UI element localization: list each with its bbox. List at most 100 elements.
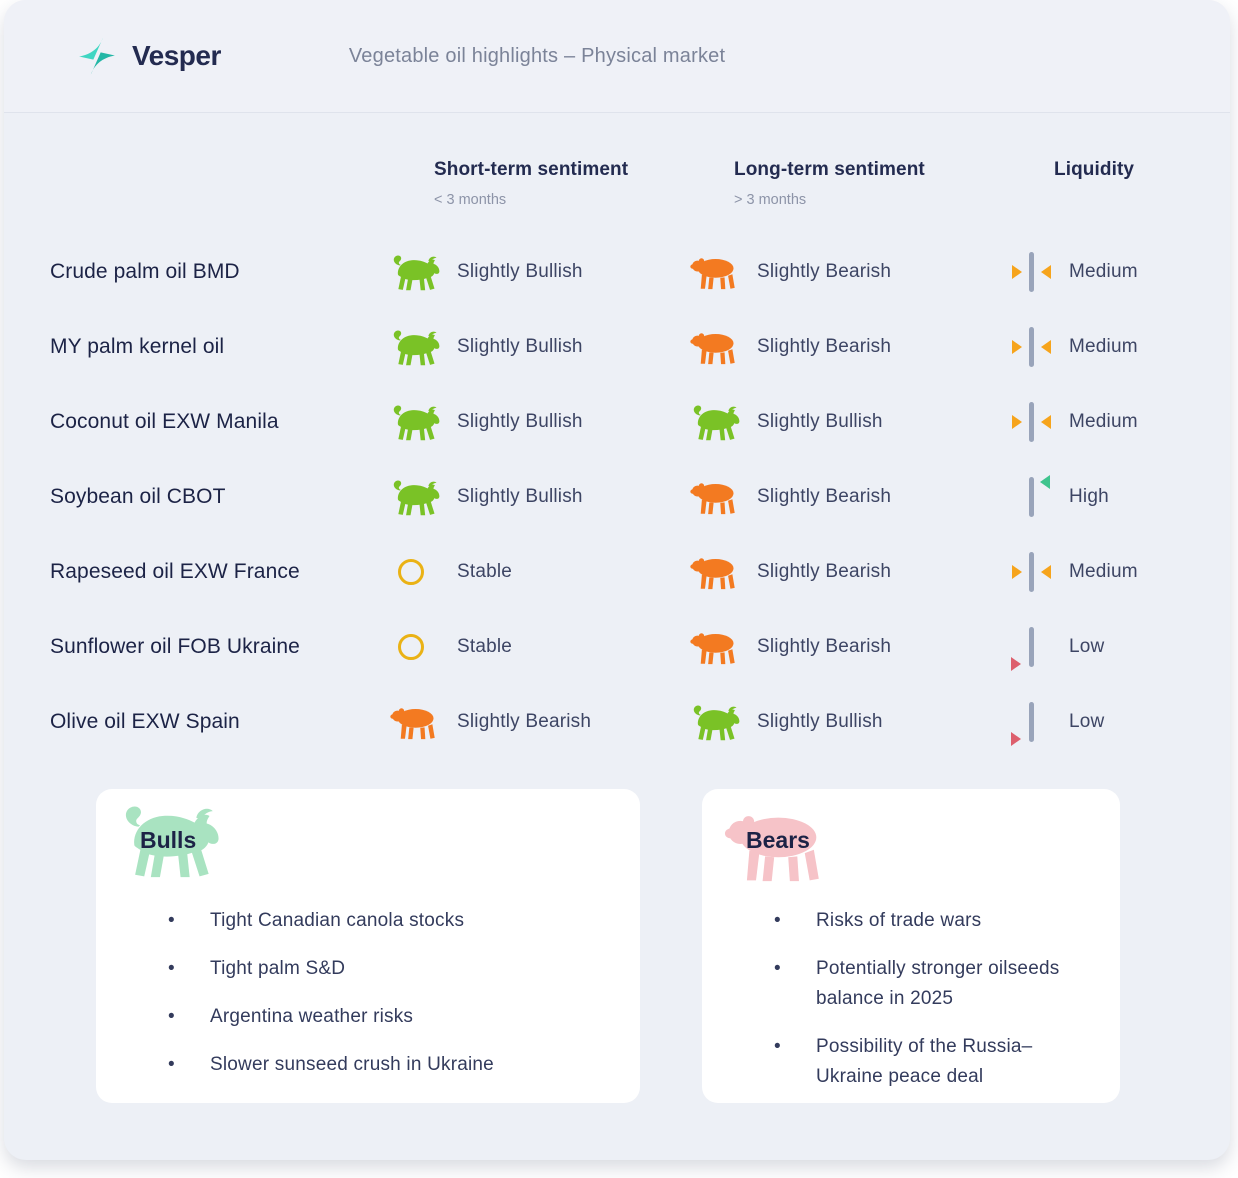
table-header-spacer <box>50 159 389 208</box>
liquidity-cell: Low <box>1009 624 1180 671</box>
sentiment-label: Slightly Bearish <box>457 710 592 732</box>
sentiment-label: Slightly Bearish <box>757 260 892 282</box>
commodity-name: Crude palm oil BMD <box>50 259 240 283</box>
table-body: Crude palm oil BMD Slightly Bullish Slig… <box>50 234 1180 759</box>
list-item: Tight palm S&D <box>166 954 606 984</box>
long-term-sentiment-cell: Slightly Bearish <box>689 625 1009 669</box>
commodity-name: Rapeseed oil EXW France <box>50 559 300 583</box>
liquidity-triangle-right-icon <box>1012 564 1022 579</box>
liquidity-triangle-left-icon <box>1040 474 1050 489</box>
liquidity-label: Low <box>1069 710 1105 732</box>
liquidity-triangle-left-icon <box>1041 264 1051 279</box>
short-term-sentiment-cell: Stable <box>389 550 689 594</box>
liquidity-bar-icon <box>1029 401 1034 442</box>
commodity-name: Olive oil EXW Spain <box>50 709 240 733</box>
long-term-sentiment-cell: Slightly Bullish <box>689 400 1009 444</box>
liquidity-triangle-right-icon <box>1011 731 1021 746</box>
brand-name: Vesper <box>132 40 221 71</box>
liquidity-triangle-right-icon <box>1011 656 1021 671</box>
bulls-title: Bulls <box>140 827 197 853</box>
bears-list: Risks of trade wars Potentially stronger … <box>772 906 1090 1092</box>
sentiment-label: Slightly Bearish <box>757 485 892 507</box>
column-header-liquidity: Liquidity <box>1009 159 1180 208</box>
commodity-name: Sunflower oil FOB Ukraine <box>50 634 300 658</box>
liquidity-triangle-right-icon <box>1012 264 1022 279</box>
liquidity-indicator-icon <box>1009 249 1055 295</box>
table-row: Olive oil EXW Spain Slightly Bearish Sli… <box>50 684 1180 759</box>
table-row: Sunflower oil FOB Ukraine Stable Slightl… <box>50 609 1180 684</box>
list-item: Possibility of the Russia–Ukraine peace … <box>772 1032 1090 1092</box>
commodity-name: Soybean oil CBOT <box>50 484 226 508</box>
vesper-report-card: Vesper Vegetable oil highlights – Physic… <box>4 0 1230 1160</box>
short-term-sentiment-cell: Slightly Bearish <box>389 700 689 744</box>
liquidity-bar-icon <box>1029 251 1034 292</box>
table-header-row: Short-term sentiment < 3 months Long-ter… <box>50 159 1180 208</box>
liquidity-indicator-icon <box>1009 324 1055 370</box>
bear-icon <box>689 250 743 294</box>
long-term-sentiment-cell: Slightly Bearish <box>689 325 1009 369</box>
stable-ring-icon <box>398 633 424 660</box>
liquidity-indicator-icon <box>1009 699 1055 746</box>
stable-icon <box>389 625 443 669</box>
liquidity-label: High <box>1069 485 1109 507</box>
bear-icon <box>689 550 743 594</box>
bull-icon <box>689 700 743 744</box>
commodity-name: Coconut oil EXW Manila <box>50 409 279 433</box>
sentiment-label: Slightly Bullish <box>457 335 583 357</box>
liquidity-label: Medium <box>1069 260 1138 282</box>
table-row: Rapeseed oil EXW France Stable Slightly … <box>50 534 1180 609</box>
stable-ring-icon <box>398 558 424 585</box>
sentiment-label: Slightly Bullish <box>457 485 583 507</box>
liquidity-triangle-left-icon <box>1041 339 1051 354</box>
liquidity-cell: Medium <box>1009 549 1180 595</box>
sentiment-label: Stable <box>457 560 513 582</box>
column-sublabel: < 3 months <box>434 192 507 208</box>
short-term-sentiment-cell: Stable <box>389 625 689 669</box>
bulls-list: Tight Canadian canola stocks Tight palm S… <box>166 906 610 1080</box>
long-term-sentiment-cell: Slightly Bearish <box>689 475 1009 519</box>
liquidity-triangle-right-icon <box>1012 414 1022 429</box>
long-term-sentiment-cell: Slightly Bearish <box>689 550 1009 594</box>
column-sublabel: > 3 months <box>734 192 807 208</box>
sentiment-label: Slightly Bullish <box>457 260 583 282</box>
liquidity-label: Medium <box>1069 560 1138 582</box>
bear-icon <box>689 325 743 369</box>
table-row: Soybean oil CBOT Slightly Bullish Slight… <box>50 459 1180 534</box>
sentiment-label: Slightly Bearish <box>757 635 892 657</box>
bear-icon <box>689 625 743 669</box>
sentiment-label: Slightly Bearish <box>757 560 892 582</box>
liquidity-bar-icon <box>1029 326 1034 367</box>
list-item: Tight Canadian canola stocks <box>166 906 606 936</box>
sentiment-table: Short-term sentiment < 3 months Long-ter… <box>4 159 1230 1103</box>
liquidity-label: Medium <box>1069 335 1138 357</box>
table-row: MY palm kernel oil Slightly Bullish Slig… <box>50 309 1180 384</box>
long-term-sentiment-cell: Slightly Bearish <box>689 250 1009 294</box>
bear-icon <box>389 700 443 744</box>
bull-icon <box>389 475 443 519</box>
page-title: Vegetable oil highlights – Physical mark… <box>348 44 726 67</box>
liquidity-label: Low <box>1069 635 1105 657</box>
summary-cards: Bulls Tight Canadian canola stocksTight … <box>96 789 1120 1103</box>
liquidity-cell: Low <box>1009 699 1180 746</box>
sentiment-label: Stable <box>457 635 513 657</box>
vesper-logo-icon <box>79 37 115 75</box>
short-term-sentiment-cell: Slightly Bullish <box>389 400 689 444</box>
liquidity-bar-icon <box>1029 701 1034 742</box>
liquidity-label: Medium <box>1069 410 1138 432</box>
liquidity-cell: High <box>1009 474 1180 520</box>
table-row: Coconut oil EXW Manila Slightly Bullish … <box>50 384 1180 459</box>
liquidity-triangle-left-icon <box>1041 414 1051 429</box>
liquidity-indicator-icon <box>1009 399 1055 445</box>
sentiment-label: Slightly Bullish <box>757 710 883 732</box>
liquidity-triangle-right-icon <box>1012 339 1022 354</box>
list-item: Slower sunseed crush in Ukraine <box>166 1050 606 1080</box>
liquidity-cell: Medium <box>1009 399 1180 445</box>
bear-icon <box>689 475 743 519</box>
column-label: Long-term sentiment <box>734 159 925 180</box>
liquidity-triangle-left-icon <box>1041 564 1051 579</box>
short-term-sentiment-cell: Slightly Bullish <box>389 250 689 294</box>
list-item: Potentially stronger oilseeds balance in… <box>772 954 1090 1014</box>
liquidity-bar-icon <box>1029 476 1034 517</box>
table-row: Crude palm oil BMD Slightly Bullish Slig… <box>50 234 1180 309</box>
column-label: Liquidity <box>1054 159 1135 180</box>
